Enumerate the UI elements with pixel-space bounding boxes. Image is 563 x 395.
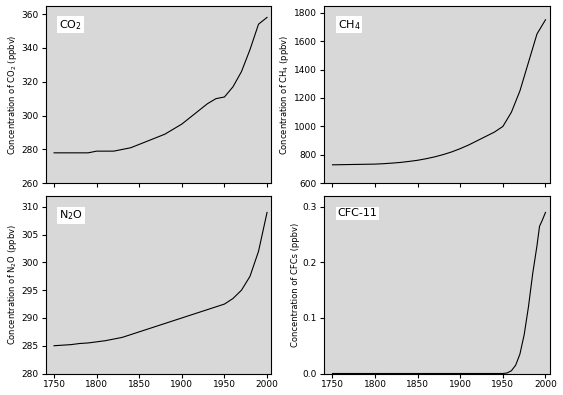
- Text: CFC-11: CFC-11: [337, 208, 377, 218]
- Y-axis label: Concentration of CO$_2$ (ppbv): Concentration of CO$_2$ (ppbv): [6, 34, 19, 155]
- Y-axis label: Concentration of CH$_4$ (ppbv): Concentration of CH$_4$ (ppbv): [278, 34, 291, 154]
- Text: N$_2$O: N$_2$O: [59, 208, 83, 222]
- Text: CH$_4$: CH$_4$: [337, 18, 360, 32]
- Text: CO$_2$: CO$_2$: [59, 18, 82, 32]
- Y-axis label: Concentration of N$_2$O (ppbv): Concentration of N$_2$O (ppbv): [6, 224, 19, 345]
- Y-axis label: Concentration of CFCs (ppbv): Concentration of CFCs (ppbv): [291, 222, 300, 347]
